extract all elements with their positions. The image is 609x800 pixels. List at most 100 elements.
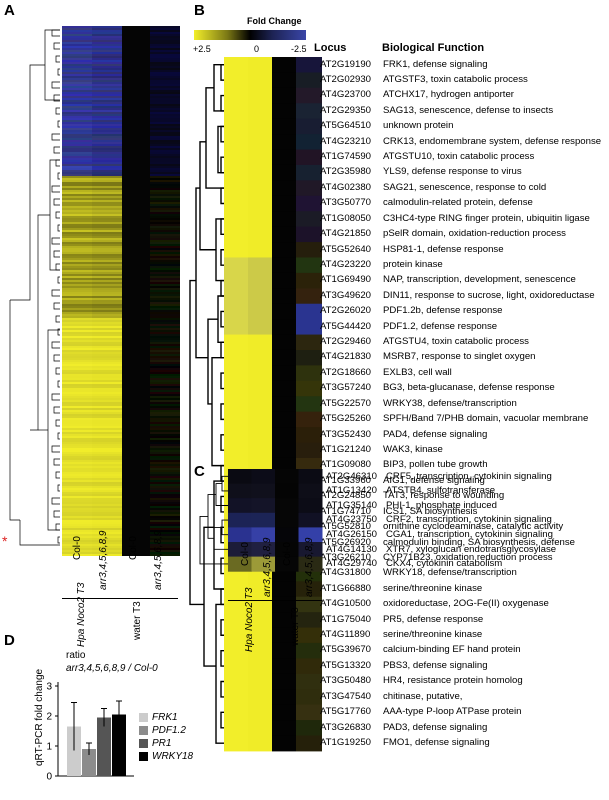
legend-label: PR1: [152, 738, 172, 749]
cell: [248, 118, 272, 135]
cell: [296, 319, 322, 336]
cell: [224, 427, 248, 443]
cell: [228, 527, 252, 543]
gene-function: SAG13, senescence, defense to insects: [383, 104, 554, 116]
panel-b-dendrogram: [189, 64, 224, 744]
cell: [228, 512, 252, 528]
gene-locus: AT3G26210: [320, 551, 372, 563]
gene-locus: AT4G23750: [326, 514, 378, 526]
cell: [296, 226, 322, 243]
cell: [272, 612, 296, 629]
cell: [248, 704, 272, 721]
cell: [272, 689, 296, 706]
legend-item: WRKY18: [139, 750, 193, 763]
cell: [224, 319, 248, 336]
cell: [224, 118, 248, 135]
gene-function: SAG21, senescence, response to cold: [383, 181, 547, 193]
cell: [251, 498, 276, 514]
gene-locus: AT3G50480: [320, 675, 372, 687]
cell: [224, 257, 248, 274]
cell: [272, 627, 296, 644]
gene-locus: AT1G35140: [326, 499, 378, 511]
gene-function: PAD3, defense signaling: [383, 721, 488, 733]
cell: [228, 556, 252, 572]
cell: [251, 512, 276, 528]
cell: [275, 469, 299, 485]
gene-locus: AT4G26150: [326, 528, 378, 540]
cell: [248, 334, 272, 351]
panel-c-cells: [228, 469, 323, 572]
legend-label: PDF1.2: [152, 725, 186, 736]
cell: [275, 498, 299, 514]
gene-function: ATGSTF3, toxin catabolic process: [383, 73, 528, 85]
legend-swatch: [139, 713, 148, 722]
gene-locus: AT3G26830: [320, 721, 372, 733]
cell: [272, 87, 296, 104]
cell: [248, 211, 272, 228]
cell: [248, 242, 272, 258]
cell: [296, 57, 322, 73]
gene-locus: AT3G49620: [320, 289, 372, 301]
cell: [224, 720, 248, 736]
gene-function: WRKY38, defense/transcription: [383, 397, 517, 409]
y-tick-label: 2: [46, 712, 52, 723]
cell: [272, 164, 296, 181]
cell: [248, 195, 272, 212]
colorbar-max: -2.5: [291, 44, 307, 54]
cell: [296, 272, 322, 289]
cell: [224, 689, 248, 706]
gene-function: CYP71B23, oxidation reduction process: [383, 551, 553, 563]
gene-locus: AT4G23210: [320, 135, 372, 147]
cell: [224, 627, 248, 644]
gene-locus: AT1G74590: [320, 151, 372, 163]
cell: [296, 365, 322, 382]
cell: [272, 673, 296, 690]
cell: [272, 411, 296, 428]
gene-function: CKX4, cytokinin catabolism: [386, 558, 503, 570]
cell: [224, 57, 248, 73]
gene-locus: AT1G08050: [320, 212, 372, 224]
y-tick-label: 0: [46, 772, 52, 783]
gene-locus: AT4G14130: [326, 543, 378, 555]
group-line-c-water: [278, 600, 322, 601]
gene-locus: AT1G33960: [320, 474, 372, 486]
gene-function: AAA-type P-loop ATPase protein: [383, 706, 522, 718]
cell: [248, 380, 272, 397]
gene-locus: AT3G52430: [320, 428, 372, 440]
panel-a-heatmap: *: [2, 26, 180, 556]
colorbar-min: +2.5: [193, 44, 211, 54]
gene-function: DIN11, response to sucrose, light, oxido…: [383, 289, 595, 301]
y-tick-label: 3: [46, 682, 52, 693]
cell: [224, 288, 248, 305]
gene-locus: AT4G11890: [320, 629, 371, 641]
cell: [272, 242, 296, 258]
cell: [224, 303, 248, 320]
cell: [248, 288, 272, 305]
cell: [296, 689, 322, 706]
cell: [296, 642, 322, 659]
legend-item: FRK1: [139, 711, 193, 724]
cell: [296, 334, 322, 351]
cell: [248, 87, 272, 104]
gene-locus: AT1G66880: [320, 582, 372, 594]
gene-function: HSP81-1, defense response: [383, 243, 504, 255]
group-line-c-hpa: [228, 600, 278, 601]
gene-locus: AT2G24850: [320, 490, 372, 502]
legend-item: PDF1.2: [139, 724, 193, 737]
cell: [296, 288, 322, 305]
cell: [248, 673, 272, 690]
cell: [272, 272, 296, 289]
chart-subtitle: arr3,4,5,6,8,9 / Col-0: [66, 663, 158, 674]
gene-locus: AT5G44420: [320, 320, 372, 332]
cell: [275, 512, 299, 528]
gene-function: WAK3, kinase: [383, 444, 443, 455]
panel-c-dendrogram: [199, 475, 228, 565]
gene-function: NAP, transcription, development, senesce…: [383, 274, 576, 286]
cell: [298, 527, 323, 543]
cell: [272, 396, 296, 413]
cell: [272, 72, 296, 89]
gene-locus: AT5G39670: [320, 644, 372, 656]
gene-locus: AT4G23220: [320, 258, 372, 270]
cell: [248, 735, 272, 752]
